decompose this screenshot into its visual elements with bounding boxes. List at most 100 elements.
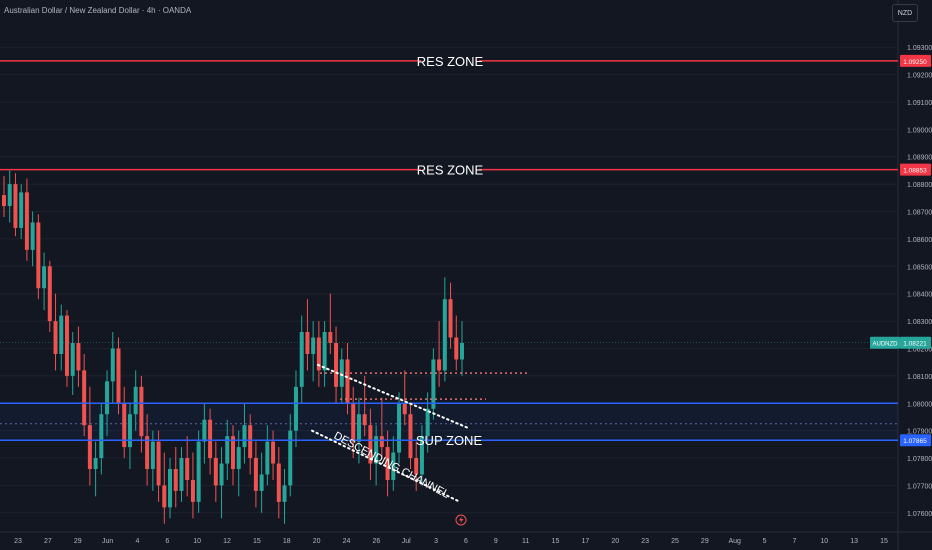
x-tick-label: 20 [611,538,619,545]
candle-body [253,458,258,491]
candle-body [431,359,436,409]
candle [305,299,310,371]
candle-body [213,458,218,486]
candle [230,425,236,486]
x-tick-label: 25 [671,538,679,545]
candle [311,321,316,382]
y-tick-label: 1.07700 [907,483,932,490]
x-tick-label: 11 [522,538,529,545]
candle-body [173,469,178,491]
lightning-icon [455,514,467,526]
candle-body [362,414,367,426]
candle-body [7,184,12,207]
x-tick-label: 6 [165,538,169,545]
candle [408,403,413,469]
candle-body [219,463,224,486]
candle-body [190,479,195,502]
candle-body [316,337,321,371]
zone-label-bg [421,162,479,177]
x-tick-label: 29 [74,538,82,545]
candle [19,184,24,239]
candle [374,425,379,486]
candle [219,447,224,519]
candle [431,348,436,420]
candle-body [397,403,402,453]
x-tick-label: 6 [464,538,468,545]
candle-body [230,436,236,469]
candle-body [351,403,356,442]
candle-body [288,430,293,486]
x-tick-label: Jun [102,538,113,545]
candle-body [208,419,213,459]
x-tick-label: Jul [402,538,411,545]
candle-body [87,425,92,469]
x-tick-label: 23 [641,538,649,545]
candle [391,436,396,491]
zone-label: RES ZONE [417,54,484,69]
candle-body [265,441,270,475]
candle-body [305,332,310,354]
y-tick-label: 1.07800 [907,456,932,463]
candle-body [42,266,47,289]
channel-lower-line [311,429,461,503]
candle-body [116,348,121,404]
candle-body [334,343,339,387]
candle [282,469,287,524]
candle [42,252,47,311]
candle [276,447,281,519]
candle [156,430,161,502]
candle-body [225,436,230,464]
x-tick-label: 20 [313,538,321,545]
lightning-icon-glyph [459,516,464,524]
candle-body [425,408,430,437]
candle-body [127,414,132,448]
x-tick-label: 15 [552,538,560,545]
x-tick-label: 15 [253,538,261,545]
y-tick-label: 1.08500 [907,264,932,271]
y-tick-label: 1.08300 [907,319,932,326]
candle-body [374,436,379,464]
candle-body [110,348,115,382]
x-tick-label: 23 [14,538,22,545]
candle-body [24,192,29,250]
y-tick-label: 1.09300 [907,45,932,52]
price-marker-label: 1.08853 [903,168,927,175]
candle [345,343,350,415]
chart-title: Australian Dollar / New Zealand Dollar ·… [4,6,192,15]
price-marker-label: 1.09250 [903,59,927,66]
candle-body [122,403,127,448]
candle [334,326,339,404]
x-tick-label: 10 [193,538,201,545]
candle [30,211,35,267]
candle [419,425,424,486]
candle [271,430,276,480]
candle [110,332,115,404]
candle [236,430,241,497]
candle-body [379,436,384,448]
candle [397,392,402,464]
x-tick-label: 9 [494,538,498,545]
candle-body [1,195,7,207]
y-tick-label: 1.08400 [907,292,932,299]
candle [414,441,419,491]
candle [185,436,190,497]
y-tick-label: 1.09200 [907,73,932,80]
candle [328,293,333,354]
candle-body [311,337,316,354]
candle-body [36,222,41,289]
x-tick-label: 26 [372,538,380,545]
x-tick-label: 4 [135,538,139,545]
currency-button[interactable]: NZD [892,4,918,22]
candle [76,326,81,387]
zone-label: SUP ZONE [416,433,483,448]
y-tick-label: 1.08800 [907,182,932,189]
candle-body [76,343,81,371]
candle [448,282,453,349]
candle [379,397,384,459]
candle-body [448,299,453,338]
x-tick-label: 24 [343,538,351,545]
candle [162,452,167,524]
candle [322,321,327,387]
